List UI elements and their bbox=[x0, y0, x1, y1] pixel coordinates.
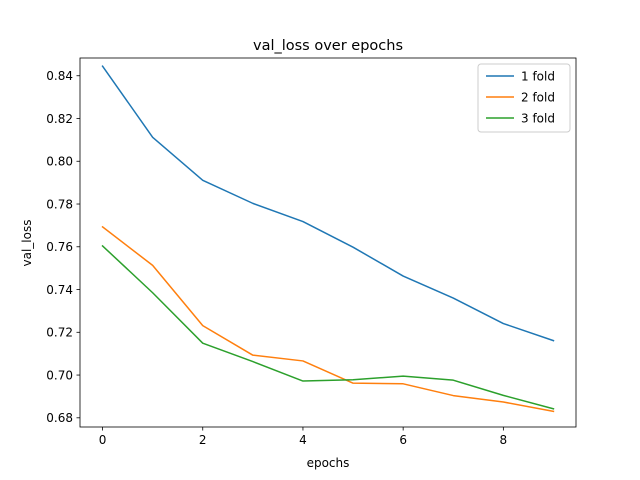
y-tick-label: 0.70 bbox=[46, 368, 73, 382]
axes-frame bbox=[79, 57, 577, 428]
y-tick-label: 0.68 bbox=[46, 411, 73, 425]
series-line-1 bbox=[101, 65, 555, 342]
x-tick-label: 6 bbox=[399, 433, 407, 447]
x-tick-label: 0 bbox=[99, 433, 107, 447]
legend-box bbox=[477, 63, 571, 133]
x-axis-label: epochs bbox=[307, 456, 350, 470]
x-tick-label: 8 bbox=[500, 433, 508, 447]
y-tick-label: 0.82 bbox=[46, 112, 73, 126]
x-tick-label: 2 bbox=[199, 433, 207, 447]
series-line-3 bbox=[101, 244, 555, 410]
y-tick-label: 0.76 bbox=[46, 240, 73, 254]
legend-label-1: 1 fold bbox=[521, 69, 555, 83]
legend-label-3: 3 fold bbox=[521, 111, 555, 125]
y-tick-label: 0.80 bbox=[46, 155, 73, 169]
y-tick-label: 0.84 bbox=[46, 69, 73, 83]
chart-title: val_loss over epochs bbox=[253, 38, 403, 54]
y-tick-label: 0.74 bbox=[46, 283, 73, 297]
y-tick-label: 0.72 bbox=[46, 326, 73, 340]
series-line-2 bbox=[101, 225, 555, 413]
plot-area: 0 2 4 6 8 0.68 0.70 0.72 0.74 0.76 0.78 0.80 0.82 0.8… bbox=[46, 57, 577, 447]
y-tick-label: 0.78 bbox=[46, 197, 73, 211]
legend-label-2: 2 fold bbox=[521, 90, 555, 104]
x-tick-label: 4 bbox=[299, 433, 307, 447]
y-axis-label: val_loss bbox=[20, 220, 34, 267]
